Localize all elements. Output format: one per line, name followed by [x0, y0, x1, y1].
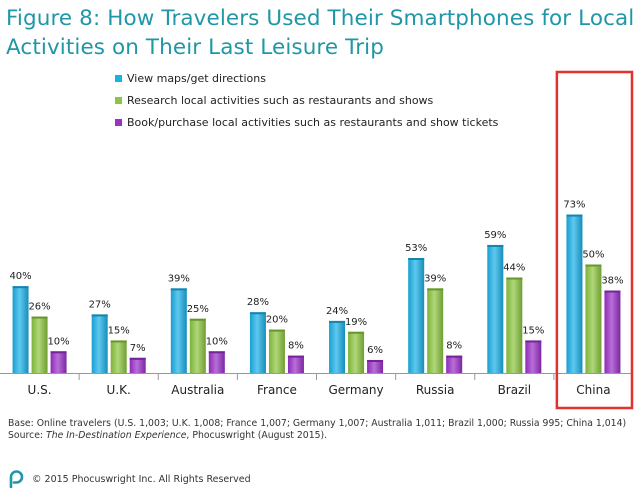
data-label: 8% — [446, 341, 462, 352]
data-label: 39% — [168, 273, 190, 284]
bar-chart: View maps/get directions Research local a… — [0, 70, 634, 410]
bar-top — [525, 340, 542, 343]
data-label: 25% — [187, 304, 209, 315]
bar — [50, 351, 67, 373]
bar — [189, 318, 206, 373]
bar-top — [110, 340, 127, 343]
phocuswright-logo-icon — [9, 470, 24, 488]
bar-top — [506, 277, 523, 280]
bar — [408, 257, 425, 373]
copyright-bar: © 2015 Phocuswright Inc. All Rights Rese… — [8, 470, 251, 488]
bar — [31, 316, 48, 373]
bar-top — [249, 312, 266, 315]
chart-title: Figure 8: How Travelers Used Their Smart… — [6, 4, 635, 62]
bar — [367, 359, 384, 373]
bar — [249, 312, 266, 373]
category-label: Russia — [416, 383, 455, 397]
category-label: France — [257, 383, 297, 397]
data-label: 24% — [326, 306, 348, 317]
bar — [170, 288, 187, 373]
data-label: 10% — [206, 336, 228, 347]
bar — [487, 244, 504, 373]
copyright-text: © 2015 Phocuswright Inc. All Rights Rese… — [32, 473, 251, 485]
category-label: China — [576, 383, 610, 397]
category-label: Australia — [171, 383, 224, 397]
data-label: 20% — [266, 315, 288, 326]
bar-top — [189, 318, 206, 321]
bar-top — [170, 288, 187, 291]
bar-top — [268, 329, 285, 332]
bar — [287, 355, 304, 373]
data-label: 19% — [345, 317, 367, 328]
data-label: 26% — [28, 302, 50, 313]
bar — [348, 331, 365, 373]
bar — [110, 340, 127, 373]
footnote-base: Base: Online travelers (U.S. 1,003; U.K.… — [8, 418, 627, 429]
bar-top — [12, 286, 29, 289]
bar — [506, 277, 523, 373]
category-label: U.K. — [107, 383, 131, 397]
data-label: 8% — [288, 341, 304, 352]
bar — [129, 357, 146, 373]
bar-top — [427, 288, 444, 291]
bar — [12, 286, 29, 373]
data-label: 7% — [130, 343, 146, 354]
bar — [585, 264, 602, 373]
bar — [208, 351, 225, 373]
data-label: 28% — [247, 297, 269, 308]
legend-label: Research local activities such as restau… — [127, 94, 434, 107]
bar-top — [91, 314, 108, 317]
category-label: Germany — [328, 383, 383, 397]
data-label: 38% — [601, 276, 623, 287]
category-label: Brazil — [498, 383, 532, 397]
bar-top — [487, 244, 504, 247]
data-label: 50% — [582, 250, 604, 261]
bar-top — [129, 357, 146, 360]
legend-swatch — [115, 97, 122, 104]
bar-top — [566, 214, 583, 217]
data-label: 44% — [503, 263, 525, 274]
footnote: Base: Online travelers (U.S. 1,003; U.K.… — [8, 418, 628, 441]
bar-top — [348, 331, 365, 334]
bar — [91, 314, 108, 373]
data-label: 15% — [108, 325, 130, 336]
bar-top — [408, 257, 425, 260]
bar-top — [604, 290, 621, 293]
bar-top — [446, 355, 463, 358]
bar — [446, 355, 463, 373]
bar-top — [329, 320, 346, 323]
data-label: 6% — [367, 345, 383, 356]
highlight-box — [555, 70, 634, 410]
bar-top — [287, 355, 304, 358]
data-label: 59% — [484, 230, 506, 241]
data-label: 27% — [89, 299, 111, 310]
data-label: 15% — [522, 325, 544, 336]
bar — [566, 214, 583, 373]
title-line-2: Activities on Their Last Leisure Trip — [6, 35, 384, 60]
data-label: 73% — [563, 200, 585, 211]
bar — [268, 329, 285, 373]
data-label: 10% — [47, 336, 69, 347]
bar-top — [50, 351, 67, 354]
legend-label: View maps/get directions — [127, 72, 266, 85]
bar — [329, 320, 346, 373]
data-label: 53% — [405, 243, 427, 254]
bar-top — [208, 351, 225, 354]
title-line-1: Figure 8: How Travelers Used Their Smart… — [6, 6, 635, 31]
legend-swatch — [115, 75, 122, 82]
bar — [427, 288, 444, 373]
legend-swatch — [115, 119, 122, 126]
bar — [604, 290, 621, 373]
data-label: 39% — [424, 273, 446, 284]
footnote-source: Source: The In-Destination Experience, P… — [8, 429, 328, 441]
bar-top — [31, 316, 48, 319]
bar-top — [367, 359, 384, 362]
bar — [525, 340, 542, 373]
legend-label: Book/purchase local activities such as r… — [127, 116, 499, 129]
category-label: U.S. — [28, 383, 52, 397]
bar-top — [585, 264, 602, 267]
data-label: 40% — [9, 271, 31, 282]
